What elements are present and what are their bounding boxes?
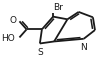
Text: N: N bbox=[80, 43, 87, 52]
Text: S: S bbox=[37, 48, 43, 57]
Text: HO: HO bbox=[2, 34, 15, 43]
Text: Br: Br bbox=[53, 3, 63, 12]
Text: O: O bbox=[9, 16, 16, 25]
